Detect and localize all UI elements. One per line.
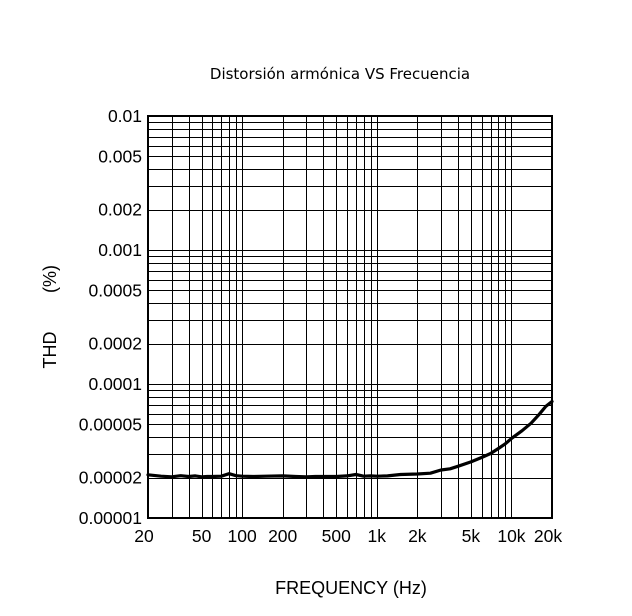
y-tick-label: 0.002 — [98, 200, 142, 220]
thd-series-line — [146, 399, 554, 479]
x-axis-ticks: 20 50 100 200 500 1k 2k 5k 10k 20k — [134, 526, 562, 546]
y-tick-label: 0.005 — [98, 146, 142, 166]
x-tick-label: 500 — [322, 526, 351, 546]
plot-frame — [147, 115, 553, 519]
x-tick-label: 2k — [408, 526, 427, 546]
y-axis-label-unit: (%) — [40, 265, 60, 293]
x-tick-label: 1k — [368, 526, 387, 546]
y-tick-label: 0.0001 — [88, 374, 142, 394]
y-tick-label: 0.00005 — [79, 414, 142, 434]
x-tick-label: 5k — [462, 526, 481, 546]
y-axis-label-thd: THD — [40, 332, 60, 369]
y-tick-label: 0.01 — [108, 106, 142, 126]
x-tick-label: 50 — [192, 526, 212, 546]
grid — [148, 116, 552, 518]
y-axis-ticks: 0.01 0.005 0.002 0.001 0.0005 0.0002 0.0001 0.0… — [79, 106, 142, 528]
y-tick-label: 0.0002 — [88, 334, 142, 354]
x-tick-label: 20 — [134, 526, 154, 546]
y-tick-label: 0.001 — [98, 240, 142, 260]
x-tick-label: 10k — [497, 526, 525, 546]
x-axis-label: FREQUENCY (Hz) — [275, 578, 427, 598]
y-tick-label: 0.00001 — [79, 508, 142, 528]
y-tick-label: 0.00002 — [79, 468, 142, 488]
y-tick-label: 0.0005 — [88, 280, 142, 300]
x-tick-label: 100 — [228, 526, 257, 546]
x-tick-label: 20k — [534, 526, 562, 546]
chart-title: Distorsión armónica VS Frecuencia — [210, 65, 470, 83]
x-tick-label: 200 — [268, 526, 297, 546]
